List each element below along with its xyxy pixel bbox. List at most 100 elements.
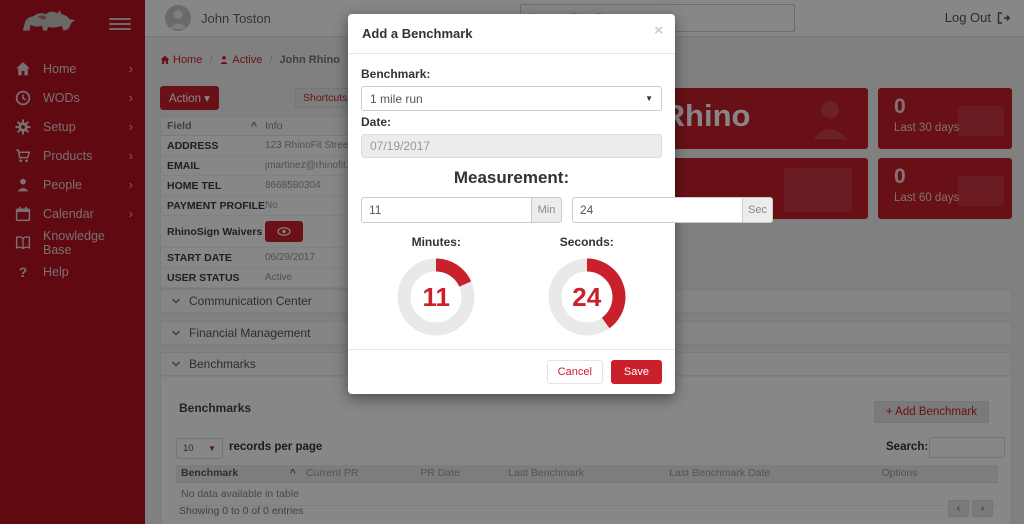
sort-asc-icon: ^ [289,467,296,480]
book-icon [15,235,31,249]
minutes-input[interactable] [361,197,532,223]
add-benchmark-button[interactable]: + Add Benchmark [873,401,989,423]
action-button[interactable]: Action ▾ [160,86,219,110]
gear-icon [15,118,31,135]
clock-icon [15,90,31,105]
seconds-unit-addon: Sec [743,197,773,223]
table-row-waivers: RhinoSign Waivers [161,216,521,248]
date-label: Date: [361,115,392,129]
chevron-right-icon: › [128,148,133,163]
cancel-button[interactable]: Cancel [546,360,603,384]
home-icon [16,61,30,75]
view-waiver-button[interactable] [265,221,303,242]
table-row: START DATE 06/29/2017 [161,248,521,268]
minutes-gauge: 11 [397,258,475,336]
table-search-label: Search: [886,441,929,453]
col-header-pr-date[interactable]: PR Date [415,465,504,483]
card-ghost-icon [958,176,1004,206]
benchmark-label: Benchmark: [361,67,431,81]
sidebar-item-knowledge-base[interactable]: Knowledge Base [0,228,145,257]
card-ghost-icon [958,106,1004,136]
sidebar-item-setup[interactable]: Setup › [0,112,145,141]
sidebar-item-wods[interactable]: WODs › [0,83,145,112]
table-search-input[interactable] [929,437,1005,458]
col-header-current-pr[interactable]: Current PR [300,465,416,483]
logout-button[interactable]: Log Out [945,10,1010,25]
stat-card-60-days: 0 Last 60 days [878,158,1012,219]
records-per-page-label: records per page [229,441,323,453]
seconds-gauge-value: 24 [572,281,602,312]
home-icon [160,55,170,64]
benchmarks-heading: Benchmarks [179,401,252,415]
table-row: EMAIL jmartinez@rhinofit.ca [161,156,521,176]
seconds-input[interactable] [572,197,743,223]
breadcrumb-current-user: John Rhino [279,54,340,66]
chevron-right-icon: › [128,119,133,134]
chevron-down-icon [171,298,181,304]
calendar-icon [15,206,31,221]
col-header-last-benchmark[interactable]: Last Benchmark [503,465,665,483]
sidebar-nav: Home › WODs › Setup › Products › People [0,54,145,286]
measurement-heading: Measurement: [453,168,570,187]
breadcrumb-active[interactable]: Active [219,54,262,66]
benchmarks-panel: Benchmarks + Add Benchmark 10 ▼ records … [160,377,1012,524]
table-pagination: ‹ › [948,500,993,517]
chevron-right-icon: › [128,61,133,76]
chevron-right-icon: › [128,206,133,221]
topbar-user-name: John Toston [201,11,271,26]
sidebar-item-calendar[interactable]: Calendar › [0,199,145,228]
sidebar-item-people[interactable]: People › [0,170,145,199]
modal-body: Benchmark: 1 mile run ▼ Date: 07/19/2017… [348,54,773,336]
person-icon [17,178,29,191]
modal-footer: Cancel Save [348,349,675,394]
sort-asc-icon: ^ [251,120,258,132]
logout-icon [997,11,1010,24]
table-row: USER STATUS Active [161,268,521,288]
benchmark-select[interactable]: 1 mile run ▼ [361,86,662,111]
close-icon[interactable]: × [654,22,663,39]
modal-header: Add a Benchmark × [348,14,675,54]
save-button[interactable]: Save [610,360,662,384]
avatar[interactable] [165,5,191,31]
col-header-options[interactable]: Options [876,465,998,483]
sidebar-item-help[interactable]: ? Help [0,257,145,286]
minutes-gauge-label: Minutes: [411,235,461,249]
page-size-select[interactable]: 10 ▼ [176,438,223,459]
empty-table-message: No data available in table [176,482,998,506]
col-header-benchmark[interactable]: Benchmark ^ [176,465,301,483]
sidebar-item-products[interactable]: Products › [0,141,145,170]
benchmarks-table: Benchmark ^ Current PR PR Date Last Bench… [176,465,998,506]
banner-ghost-icon [784,168,852,212]
seconds-gauge-label: Seconds: [559,235,614,249]
chevron-down-icon [171,330,181,336]
col-header-last-benchmark-date[interactable]: Last Benchmark Date [664,465,877,483]
cart-icon [16,148,31,162]
seconds-input-group: Sec [572,197,773,223]
breadcrumb-home[interactable]: Home [160,54,202,66]
chevron-right-icon: › [128,177,133,192]
hamburger-menu-icon[interactable] [109,15,131,33]
pagination-prev-button[interactable]: ‹ [948,500,969,517]
rhino-logo-icon [18,8,76,40]
table-showing-status: Showing 0 to 0 of 0 entries [179,505,304,517]
table-row: PAYMENT PROFILE No [161,196,521,216]
caret-down-icon: ▼ [208,444,216,453]
seconds-gauge: 24 [548,258,626,336]
sidebar-item-home[interactable]: Home › [0,54,145,83]
add-benchmark-modal: Add a Benchmark × Benchmark: 1 mile run … [348,14,773,394]
sidebar: Home › WODs › Setup › Products › People [0,0,145,524]
breadcrumb: Home / Active / John Rhino [160,54,340,66]
eye-icon [277,227,291,236]
chevron-down-icon [171,361,181,367]
person-icon [220,56,228,64]
person-ghost-icon [813,101,847,140]
question-icon: ? [19,264,27,280]
pagination-next-button[interactable]: › [972,500,993,517]
minutes-unit-addon: Min [532,197,562,223]
date-input[interactable]: 07/19/2017 [361,134,662,158]
shortcuts-button[interactable]: Shortcuts ▾ [295,88,364,108]
chevron-right-icon: › [128,90,133,105]
svg-text:?: ? [19,264,27,280]
minutes-input-group: Min [361,197,562,223]
